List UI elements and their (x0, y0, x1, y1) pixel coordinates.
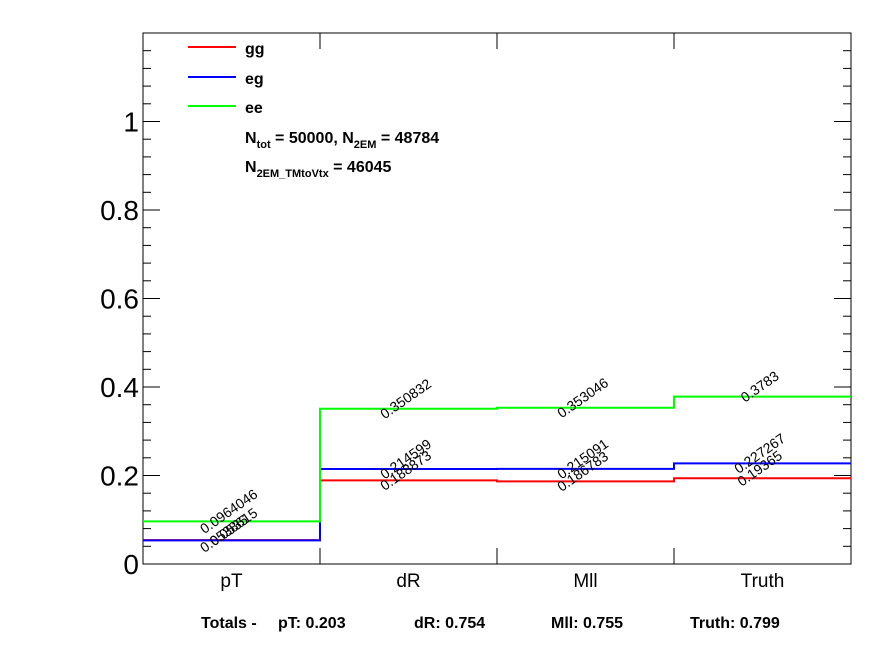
totals-dr: dR: 0.754 (414, 615, 485, 632)
stat2-tail: = 46045 (329, 159, 392, 176)
x-category-label: Truth (741, 571, 785, 592)
x-category-label: dR (396, 571, 420, 592)
legend-label-gg: gg (245, 41, 265, 58)
totals-pt: pT: 0.203 (278, 615, 346, 632)
series-group (143, 395, 851, 542)
axes-group: 0 0.2 0.4 0.6 0.8 1 pT dR Mll Truth (100, 33, 851, 592)
x-category-label: pT (220, 571, 243, 592)
legend-stat-n2em-tmtovtx: N2EM_TMtoVtx = 46045 (245, 159, 392, 180)
stat2-sub: 2EM_TMtoVtx (257, 168, 330, 180)
y-tick-label: 1 (123, 107, 139, 138)
stat-n-mid: = 50000, N (271, 130, 354, 147)
stat-n-tail: = 48784 (376, 130, 439, 147)
legend: gg eg ee Ntot = 50000, N2EM = 48784 N2EM… (188, 41, 439, 180)
y-tick-label: 0.2 (100, 461, 139, 492)
stat2-base: N (245, 159, 257, 176)
totals-prefix: Totals - (201, 615, 257, 632)
x-category-label: Mll (573, 571, 597, 592)
totals-mll: Mll: 0.755 (551, 615, 623, 632)
y-tick-label: 0.6 (100, 284, 139, 315)
y-tick-label: 0.4 (100, 372, 139, 403)
legend-stat-ntot: Ntot = 50000, N2EM = 48784 (245, 130, 439, 151)
stat-n-base: N (245, 130, 257, 147)
stat-n-sub: tot (257, 139, 271, 151)
series-line-eg (143, 462, 851, 542)
totals-truth: Truth: 0.799 (690, 615, 780, 632)
legend-label-ee: ee (245, 100, 263, 117)
legend-label-eg: eg (245, 71, 264, 88)
series-line-ee (143, 395, 851, 523)
y-tick-label: 0.8 (100, 195, 139, 226)
stat-n-sub2: 2EM (354, 139, 377, 151)
y-tick-label: 0 (123, 549, 139, 580)
totals-row: Totals - pT: 0.203 dR: 0.754 Mll: 0.755 … (201, 615, 780, 632)
